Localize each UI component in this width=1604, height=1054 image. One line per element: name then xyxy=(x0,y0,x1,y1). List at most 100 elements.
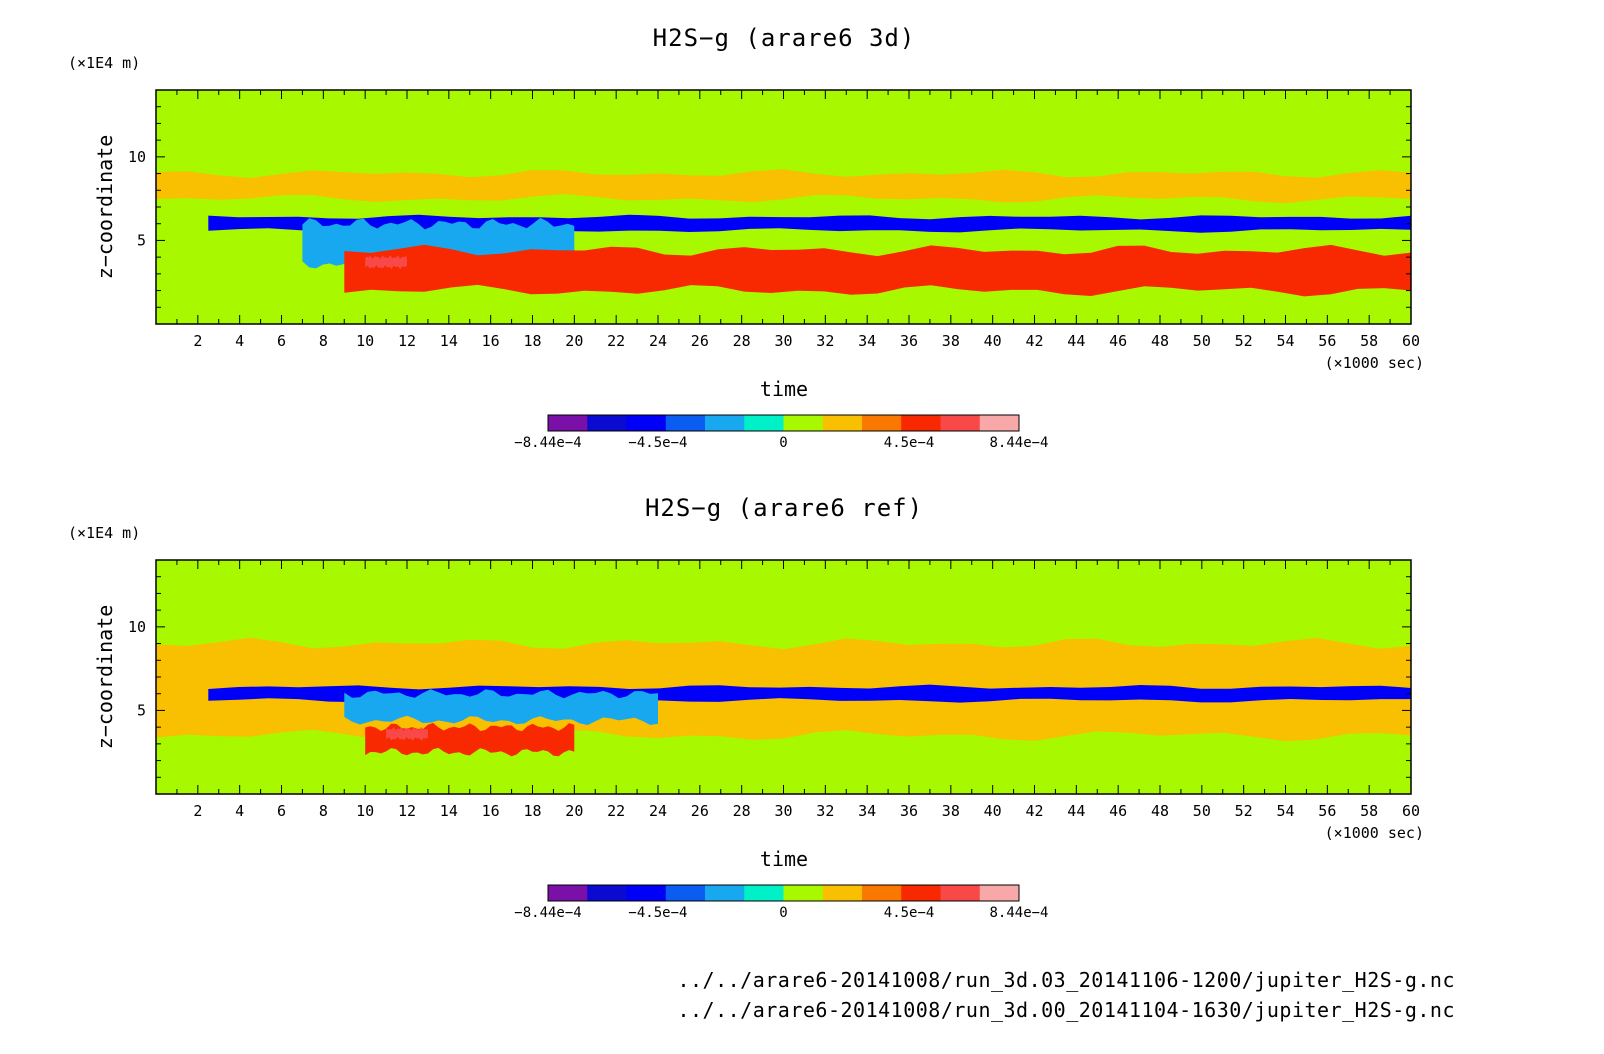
colorbar: −8.44e−4 −4.5e−4 0 4.5e−4 8.44e−4 xyxy=(514,884,1049,921)
x-tick-label: 36 xyxy=(900,802,918,820)
heatmap-field xyxy=(156,560,1411,794)
x-tick-label: 8 xyxy=(319,802,328,820)
colorbar-swatch xyxy=(626,885,667,901)
x-tick-label: 6 xyxy=(277,802,286,820)
x-tick-label: 54 xyxy=(1276,332,1294,350)
x-tick-label: 16 xyxy=(482,332,500,350)
colorbar-swatch xyxy=(705,415,745,431)
colorbar-swatch xyxy=(587,415,627,431)
x-tick-label: 30 xyxy=(774,802,792,820)
x-axis-unit: (×1000 sec) xyxy=(1325,354,1424,372)
heatmap-region-2 xyxy=(344,689,658,726)
colorbar-swatch xyxy=(665,415,706,431)
x-tick-label: 60 xyxy=(1402,802,1420,820)
x-tick-label: 6 xyxy=(277,332,286,350)
x-tick-label: 44 xyxy=(1067,332,1085,350)
file-path-3d: ../../arare6-20141008/run_3d.03_20141106… xyxy=(677,968,1455,992)
x-tick-label: 44 xyxy=(1067,802,1085,820)
x-tick-label: 18 xyxy=(523,802,541,820)
heatmap-region-4 xyxy=(365,255,407,269)
file-path-ref: ../../arare6-20141008/run_3d.00_20141104… xyxy=(677,998,1455,1022)
heatmap-field xyxy=(156,90,1411,324)
chart-title: H2S−g (arare6 ref) xyxy=(645,494,923,522)
x-tick-label: 48 xyxy=(1151,332,1169,350)
x-axis-unit: (×1000 sec) xyxy=(1325,824,1424,842)
colorbar-swatch xyxy=(744,885,784,901)
colorbar-swatch xyxy=(862,415,902,431)
colorbar: −8.44e−4 −4.5e−4 0 4.5e−4 8.44e−4 xyxy=(514,414,1049,451)
x-tick-label: 12 xyxy=(398,332,416,350)
x-tick-label: 32 xyxy=(816,332,834,350)
x-tick-label: 38 xyxy=(942,802,960,820)
colorbar-swatch xyxy=(705,885,745,901)
x-axis-label: time xyxy=(760,377,808,401)
x-tick-label: 50 xyxy=(1193,332,1211,350)
colorbar-frame xyxy=(547,414,1020,432)
x-tick-label: 28 xyxy=(733,332,751,350)
y-tick-label: 10 xyxy=(128,618,146,636)
x-tick-label: 10 xyxy=(356,332,374,350)
x-tick-label: 42 xyxy=(1025,802,1043,820)
x-tick-label: 48 xyxy=(1151,802,1169,820)
x-tick-label: 34 xyxy=(858,332,876,350)
colorbar-swatch xyxy=(901,415,941,431)
colorbar-swatch xyxy=(548,415,588,431)
colorbar-frame xyxy=(547,884,1020,902)
x-tick-label: 40 xyxy=(984,332,1002,350)
heatmap-region-4 xyxy=(386,727,428,741)
colorbar-tick-label: 8.44e−4 xyxy=(989,905,1048,921)
x-tick-label: 16 xyxy=(482,802,500,820)
x-tick-label: 20 xyxy=(565,332,583,350)
x-tick-label: 14 xyxy=(440,332,458,350)
heatmap-region-0 xyxy=(156,169,1411,204)
x-tick-label: 52 xyxy=(1235,802,1253,820)
x-tick-label: 32 xyxy=(816,802,834,820)
x-tick-label: 34 xyxy=(858,802,876,820)
colorbar-tick-label: 0 xyxy=(779,905,787,921)
x-tick-label: 46 xyxy=(1109,332,1127,350)
colorbar-tick-label: −8.44e−4 xyxy=(514,435,581,451)
x-tick-label: 36 xyxy=(900,332,918,350)
colorbar-swatch xyxy=(901,885,941,901)
colorbar-swatch xyxy=(783,415,824,431)
colorbar-tick-label: 4.5e−4 xyxy=(884,905,935,921)
x-tick-label: 14 xyxy=(440,802,458,820)
x-tick-label: 24 xyxy=(649,802,667,820)
x-tick-label: 26 xyxy=(691,332,709,350)
colorbar-swatch xyxy=(979,415,1020,431)
x-tick-label: 12 xyxy=(398,802,416,820)
heatmap-region-3 xyxy=(344,244,1411,297)
x-tick-label: 60 xyxy=(1402,332,1420,350)
x-tick-label: 28 xyxy=(733,802,751,820)
colorbar-swatch xyxy=(665,885,706,901)
x-tick-label: 58 xyxy=(1360,332,1378,350)
x-tick-label: 56 xyxy=(1318,332,1336,350)
x-tick-label: 54 xyxy=(1276,802,1294,820)
y-axis-label: z−coordinate xyxy=(93,135,117,280)
x-tick-label: 4 xyxy=(235,332,244,350)
x-tick-label: 50 xyxy=(1193,802,1211,820)
colorbar-tick-label: −4.5e−4 xyxy=(628,435,687,451)
colorbar-swatch xyxy=(862,885,902,901)
y-tick-label: 5 xyxy=(137,231,146,249)
x-tick-label: 24 xyxy=(649,332,667,350)
x-axis-label: time xyxy=(760,847,808,871)
x-axis: 2 4 6 8 10 12 14 16 18 20 22 24 26 28 30 32 34 36 38 40 42 44… xyxy=(176,560,1424,871)
x-tick-label: 42 xyxy=(1025,332,1043,350)
colorbar-tick-label: 4.5e−4 xyxy=(884,435,935,451)
x-tick-label: 10 xyxy=(356,802,374,820)
colorbar-swatch xyxy=(626,415,667,431)
x-tick-label: 22 xyxy=(607,802,625,820)
y-axis-unit: (×1E4 m) xyxy=(68,54,140,72)
x-tick-label: 20 xyxy=(565,802,583,820)
x-tick-label: 38 xyxy=(942,332,960,350)
colorbar-swatch xyxy=(822,885,863,901)
y-axis-label: z−coordinate xyxy=(93,605,117,750)
x-tick-label: 58 xyxy=(1360,802,1378,820)
x-tick-label: 2 xyxy=(193,332,202,350)
x-tick-label: 40 xyxy=(984,802,1002,820)
y-axis-unit: (×1E4 m) xyxy=(68,524,140,542)
colorbar-tick-label: −4.5e−4 xyxy=(628,905,687,921)
x-tick-label: 52 xyxy=(1235,332,1253,350)
colorbar-swatch xyxy=(940,885,981,901)
